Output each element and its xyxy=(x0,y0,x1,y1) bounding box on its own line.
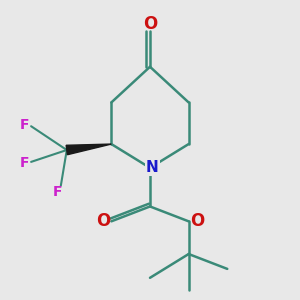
Text: F: F xyxy=(20,118,29,132)
Text: O: O xyxy=(190,212,204,230)
Polygon shape xyxy=(66,144,111,155)
Text: F: F xyxy=(53,184,63,199)
Text: O: O xyxy=(96,212,110,230)
Text: O: O xyxy=(143,15,157,33)
Text: N: N xyxy=(146,160,159,175)
Text: F: F xyxy=(20,156,29,170)
